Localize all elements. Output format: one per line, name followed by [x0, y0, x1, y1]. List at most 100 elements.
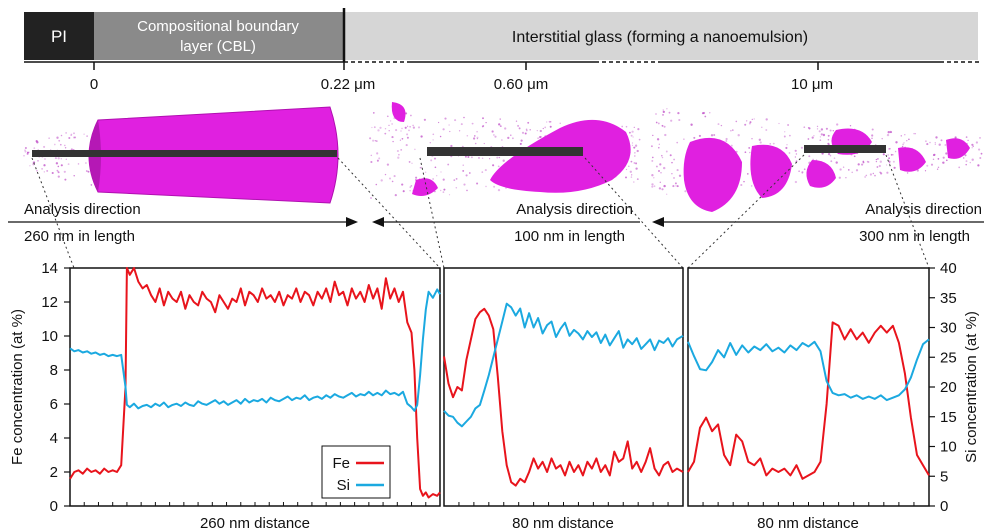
ion-speck-1	[465, 156, 467, 158]
analysis-arrowhead-left	[346, 217, 358, 227]
ion-speck-2	[845, 177, 846, 178]
ion-speck-1	[634, 155, 636, 157]
ion-speck-1	[461, 123, 463, 125]
ion-speck-2	[662, 125, 664, 127]
ion-speck-0	[61, 135, 63, 137]
ion-speck-2	[972, 159, 974, 161]
ion-speck-1	[432, 133, 434, 135]
ion-speck-1	[637, 150, 639, 152]
ion-speck-1	[634, 127, 635, 128]
ion-speck-2	[751, 185, 753, 187]
ion-speck-2	[877, 158, 879, 160]
ion-speck-1	[543, 128, 544, 129]
position-axis: 0 0.22 μm 0.60 μm 10 μm	[24, 62, 980, 93]
ion-speck-0	[73, 132, 75, 134]
ion-speck-2	[661, 188, 663, 190]
glass-domain-mid-1	[490, 120, 631, 193]
ion-speck-1	[471, 156, 473, 158]
ion-speck-1	[466, 190, 468, 192]
ion-speck-1	[384, 133, 386, 135]
ion-speck-1	[632, 131, 634, 133]
ion-speck-1	[621, 126, 623, 128]
ion-speck-2	[901, 135, 902, 136]
xlabel-left: 260 nm distance	[200, 515, 310, 532]
ion-speck-2	[881, 138, 883, 140]
ion-speck-2	[789, 152, 791, 154]
ion-speck-2	[749, 122, 751, 124]
si-ytick-label: 10	[940, 439, 957, 456]
ion-speck-1	[482, 126, 484, 128]
ion-speck-2	[663, 111, 665, 113]
ion-speck-2	[819, 139, 821, 141]
ion-speck-2	[828, 153, 830, 155]
glass-domain-right-2	[750, 145, 792, 198]
ion-speck-2	[751, 138, 752, 139]
ion-speck-1	[432, 178, 433, 179]
ion-speck-1	[400, 149, 402, 151]
ion-speck-2	[836, 161, 838, 163]
fe-ytick-label: 8	[50, 362, 58, 379]
ion-speck-2	[725, 140, 727, 142]
ion-speck-2	[874, 175, 876, 177]
ion-speck-1	[635, 145, 637, 147]
ion-speck-2	[893, 161, 895, 163]
ion-speck-2	[926, 165, 928, 167]
ion-speck-2	[851, 172, 852, 173]
ion-speck-2	[770, 143, 771, 144]
ion-speck-1	[635, 162, 637, 164]
ion-speck-1	[414, 149, 415, 150]
reconstruction-middle	[392, 102, 631, 196]
ion-speck-0	[27, 152, 29, 154]
ion-speck-1	[387, 115, 389, 117]
ion-speck-1	[498, 123, 500, 125]
analysis-direction-right: Analysis direction	[865, 201, 982, 218]
ion-speck-0	[44, 158, 45, 159]
ion-speck-2	[666, 108, 667, 109]
ion-speck-2	[833, 130, 834, 131]
ion-speck-1	[628, 166, 629, 167]
fe-ytick-label: 4	[50, 430, 58, 447]
ion-speck-1	[440, 190, 441, 191]
ion-speck-1	[637, 128, 639, 130]
glass-label: Interstitial glass (forming a nanoemulsi…	[512, 29, 808, 46]
fe-ytick-label: 6	[50, 396, 58, 413]
ion-speck-2	[655, 113, 656, 114]
ion-speck-1	[401, 128, 403, 130]
ion-speck-1	[370, 161, 372, 163]
ion-speck-0	[56, 162, 58, 164]
ion-speck-1	[493, 134, 494, 135]
ion-speck-0	[58, 166, 60, 168]
ion-speck-2	[651, 160, 653, 162]
ion-speck-1	[389, 130, 390, 131]
ion-speck-2	[830, 129, 832, 131]
ion-speck-1	[376, 184, 378, 186]
ion-speck-2	[713, 134, 715, 136]
ion-speck-2	[830, 160, 832, 162]
ion-speck-1	[410, 186, 411, 187]
ion-speck-1	[400, 140, 401, 141]
xlabel-middle: 80 nm distance	[512, 515, 614, 532]
ion-speck-2	[666, 194, 667, 195]
cbl-label-line1: Compositional boundary	[137, 18, 299, 35]
ion-speck-1	[372, 140, 374, 142]
ion-speck-2	[908, 139, 910, 141]
ion-speck-2	[804, 168, 806, 170]
ion-speck-2	[711, 134, 713, 136]
ion-speck-2	[976, 141, 978, 143]
fe-ytick-label: 10	[41, 328, 58, 345]
ion-speck-1	[415, 177, 417, 179]
si-ytick-label: 35	[940, 290, 957, 307]
ion-speck-2	[747, 173, 749, 175]
ion-speck-1	[406, 133, 408, 135]
ion-speck-1	[375, 140, 376, 141]
ion-speck-2	[796, 153, 797, 154]
ion-speck-2	[677, 169, 679, 171]
series-layer	[70, 268, 929, 498]
ion-speck-1	[485, 186, 486, 187]
ion-speck-1	[395, 194, 397, 196]
ion-speck-2	[888, 131, 890, 133]
ion-speck-2	[703, 112, 705, 114]
ion-speck-2	[803, 126, 805, 128]
fe-axis-title: Fe concentration (at %)	[9, 309, 26, 465]
ion-speck-1	[376, 152, 378, 154]
